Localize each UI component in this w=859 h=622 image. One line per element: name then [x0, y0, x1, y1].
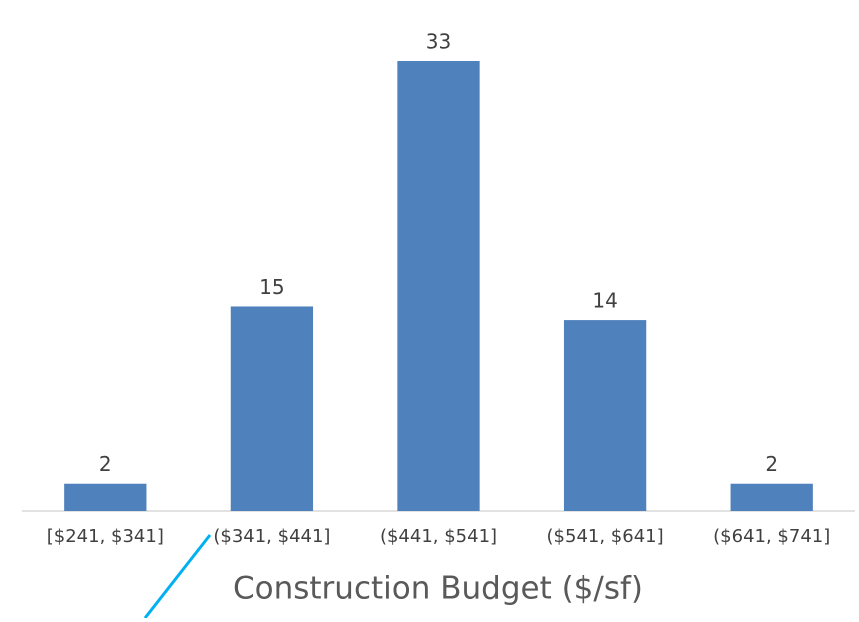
bar: [563, 320, 647, 511]
data-label: 14: [592, 289, 617, 313]
bar: [397, 61, 480, 511]
bar: [230, 306, 314, 511]
x-tick-label: ($541, $641]: [547, 526, 664, 547]
x-tick-label: ($641, $741]: [713, 526, 830, 547]
data-label: 15: [259, 275, 284, 299]
x-axis-label: Construction Budget ($/sf): [233, 571, 643, 607]
bar: [730, 483, 813, 511]
x-tick-label: [$241, $341]: [47, 526, 164, 547]
x-tick-label: ($441, $541]: [380, 526, 497, 547]
bar: [64, 483, 147, 511]
annotation-line: [143, 534, 212, 619]
data-label: 33: [426, 30, 451, 54]
x-tick-label: ($341, $441]: [213, 526, 330, 547]
data-label: 2: [765, 452, 778, 476]
data-label: 2: [99, 452, 112, 476]
